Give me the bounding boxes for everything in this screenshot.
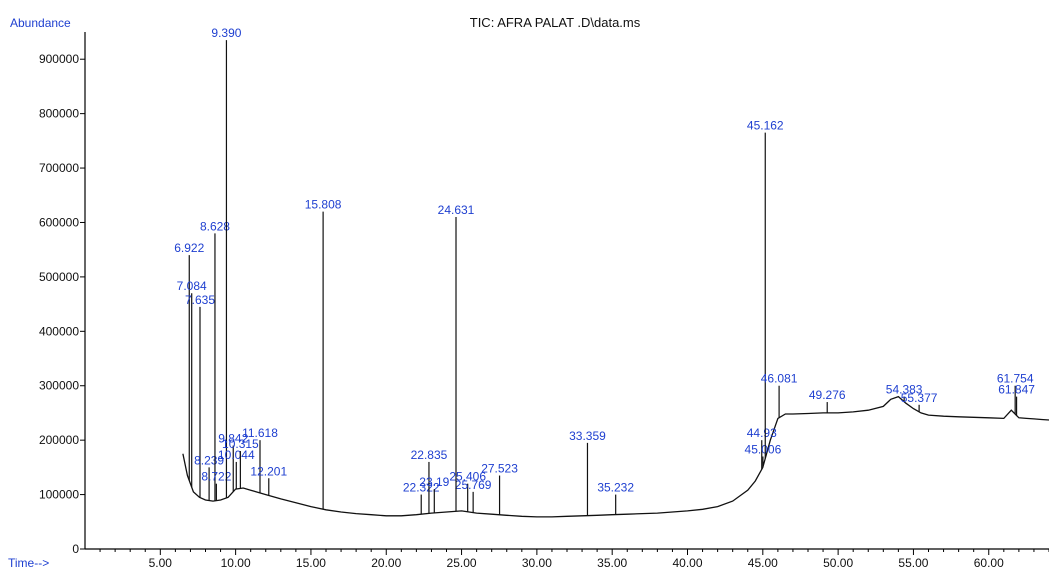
y-tick-label: 600000 bbox=[39, 215, 79, 229]
peak-label: 45.162 bbox=[747, 119, 784, 133]
x-tick-label: 10.00 bbox=[221, 556, 251, 569]
peak-label: 8.239 bbox=[194, 453, 224, 467]
peak-label: 55.377 bbox=[901, 391, 938, 405]
y-tick-label: 700000 bbox=[39, 161, 79, 175]
peak-label: 61.847 bbox=[998, 383, 1035, 397]
x-tick-label: 50.00 bbox=[823, 556, 853, 569]
x-tick-label: 5.00 bbox=[149, 556, 173, 569]
peak-label: 12.201 bbox=[250, 464, 287, 478]
x-tick-label: 45.00 bbox=[748, 556, 778, 569]
y-tick-label: 100000 bbox=[39, 488, 79, 502]
x-tick-label: 40.00 bbox=[672, 556, 702, 569]
peak-label: 27.523 bbox=[481, 462, 518, 476]
peak-label: 6.922 bbox=[174, 241, 204, 255]
y-tick-label: 900000 bbox=[39, 52, 79, 66]
peak-label: 25.406 bbox=[449, 470, 486, 484]
peak-label: 35.232 bbox=[597, 481, 634, 495]
peak-label: 24.631 bbox=[438, 203, 475, 217]
x-tick-label: 15.00 bbox=[296, 556, 326, 569]
peak-label: 8.722 bbox=[201, 470, 231, 484]
peak-label: 10.044 bbox=[218, 448, 255, 462]
x-axis-ticks: 5.00 10.00 15.00 20.00 25.00 30.00 35.00 40.00 4… bbox=[99, 549, 1049, 569]
y-tick-label: 300000 bbox=[39, 379, 79, 393]
x-axis-label: Time--> bbox=[8, 556, 49, 569]
x-tick-label: 35.00 bbox=[597, 556, 627, 569]
peak-label: 25.769 bbox=[455, 478, 492, 492]
peak-label: 22.322 bbox=[403, 481, 440, 495]
peak-label: 23.19 bbox=[419, 475, 449, 489]
x-tick-label: 55.00 bbox=[898, 556, 928, 569]
y-tick-label: 800000 bbox=[39, 107, 79, 121]
y-axis-ticks: 0 100000 200000 300000 400000 500000 600000 700… bbox=[39, 52, 85, 556]
peak-label: 54.383 bbox=[886, 383, 923, 397]
peak-label: 11.618 bbox=[242, 426, 278, 440]
peak-label: 9.842 bbox=[218, 432, 248, 446]
y-tick-label: 200000 bbox=[39, 433, 79, 447]
peak-label: 8.628 bbox=[200, 219, 230, 233]
peak-label: 45.006 bbox=[745, 442, 782, 456]
x-tick-label: 60.00 bbox=[974, 556, 1004, 569]
peak-label: 22.835 bbox=[411, 448, 448, 462]
y-axis-label: Abundance bbox=[10, 16, 71, 30]
x-tick-label: 25.00 bbox=[447, 556, 477, 569]
x-tick-label: 30.00 bbox=[522, 556, 552, 569]
y-tick-label: 500000 bbox=[39, 270, 79, 284]
y-tick-label: 0 bbox=[72, 542, 79, 556]
peak-label: 61.754 bbox=[997, 372, 1034, 386]
peak-label: 7.084 bbox=[177, 279, 207, 293]
series-layer bbox=[182, 395, 1049, 518]
peak-label: 33.359 bbox=[569, 429, 606, 443]
chart-title: TIC: AFRA PALAT .D\data.ms bbox=[470, 15, 641, 30]
peak-label: 7.635 bbox=[185, 293, 215, 307]
peak-label: 15.808 bbox=[305, 198, 342, 212]
peak-label: 10.315 bbox=[222, 437, 259, 451]
peak-label: 44.93 bbox=[747, 426, 777, 440]
series-line bbox=[182, 395, 1049, 518]
y-tick-label: 400000 bbox=[39, 324, 79, 338]
peak-label: 49.276 bbox=[809, 388, 846, 402]
peak-label: 46.081 bbox=[761, 372, 798, 386]
x-tick-label: 20.00 bbox=[371, 556, 401, 569]
peak-label: 9.390 bbox=[211, 26, 241, 40]
